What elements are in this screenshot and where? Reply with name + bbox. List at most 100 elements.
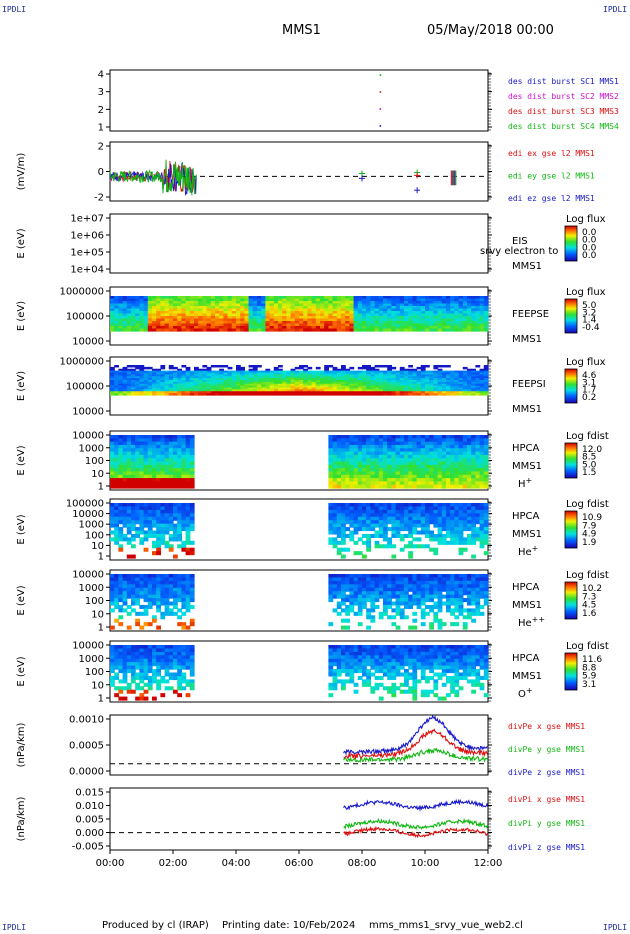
panel-p4-cell xyxy=(429,318,434,322)
panel-p8-cell xyxy=(349,577,355,582)
panel-p5-cell xyxy=(467,370,472,374)
panel-p7-cell xyxy=(395,513,401,518)
panel-p4-cell xyxy=(336,318,342,322)
panel-p7-cell xyxy=(147,533,153,538)
panel-p6-cell xyxy=(370,438,376,443)
panel-p5-cell xyxy=(131,380,136,383)
panel-p4-cell xyxy=(366,303,371,307)
panel-p4-cell xyxy=(248,313,254,317)
panel-p5-cell xyxy=(383,393,388,396)
panel-p8-cell xyxy=(185,594,191,599)
panel-p5-cell xyxy=(194,374,199,377)
panel-p7-cell xyxy=(462,506,468,511)
panel-p6-cell xyxy=(173,468,178,473)
panel-p5-cell xyxy=(164,393,170,396)
panel-p6-cell xyxy=(139,464,145,469)
panel-p5-cell xyxy=(324,385,329,389)
panel-p8-cell xyxy=(147,577,153,582)
panel-p5-cell xyxy=(219,383,224,387)
panel-p5-cell xyxy=(446,389,451,392)
panel-p6-cell xyxy=(357,444,363,449)
panel-p6-cell xyxy=(391,461,397,466)
panel-p5-cell xyxy=(114,391,119,394)
panel-p7-cell xyxy=(332,506,338,511)
panel-p4-cell xyxy=(139,303,145,307)
panel-p4-cell xyxy=(114,326,119,330)
panel-p5-colorbar-title: Log flux xyxy=(566,357,606,368)
panel-p5-cell xyxy=(252,383,258,387)
panel-p5-cell xyxy=(156,380,161,383)
panel-p5-cell xyxy=(307,387,313,390)
panel-p5-cell xyxy=(252,380,258,383)
panel-p4-cell xyxy=(416,298,422,302)
panel-p5-cell xyxy=(399,389,405,392)
panel-p4-cell xyxy=(341,301,346,305)
panel-p4-cell xyxy=(152,303,157,307)
panel-p8-cell xyxy=(147,604,153,609)
panel-p7-cell xyxy=(168,509,174,514)
panel-p6-cell xyxy=(160,458,166,463)
panel-p6-cell xyxy=(425,461,430,466)
panel-p5-cell xyxy=(467,391,472,394)
panel-p8-cell xyxy=(345,577,350,582)
panel-p4-cell xyxy=(219,313,224,317)
panel-p7-cell xyxy=(437,516,443,521)
panel-p4-cell xyxy=(236,318,241,322)
panel-p6-cell xyxy=(349,441,355,446)
panel-p7-cell xyxy=(131,506,136,511)
panel-p5-cell xyxy=(412,393,418,396)
panel-p7-cell xyxy=(433,509,439,514)
panel-p7-cell xyxy=(408,554,413,559)
panel-p8-cell xyxy=(416,594,422,599)
panel-p7-cell xyxy=(189,540,195,545)
panel-p6-cell xyxy=(374,454,380,459)
panel-p5-cell xyxy=(391,366,397,370)
panel-p7-cell xyxy=(412,530,418,535)
panel-p5-cell xyxy=(349,374,355,377)
panel-p7-cell xyxy=(341,520,346,525)
panel-p7-cell xyxy=(152,509,157,514)
panel-p5-cell xyxy=(160,365,166,368)
panel-p4-cell xyxy=(248,326,254,330)
panel-p4-cell xyxy=(185,328,191,332)
panel-p4-cell xyxy=(362,328,367,332)
panel-p4-cell xyxy=(349,326,355,330)
panel-p4-cell xyxy=(278,311,283,315)
panel-p4-cell xyxy=(378,328,384,332)
panel-p5-cell xyxy=(479,376,485,379)
panel-p5-cell xyxy=(341,385,346,389)
panel-p5-cell xyxy=(315,370,321,374)
panel-p5-cell xyxy=(370,376,376,379)
panel-p7-cell xyxy=(483,516,489,521)
panel-p5-cell xyxy=(320,374,325,377)
panel-p5-cell xyxy=(265,383,271,387)
panel-p7-cell xyxy=(479,540,485,545)
panel-p4-cell xyxy=(454,296,460,300)
panel-p5-cell xyxy=(475,376,481,379)
panel-p5-cell xyxy=(336,383,342,387)
panel-p5-cell xyxy=(303,378,308,381)
panel-p4-cell xyxy=(467,326,472,330)
panel-p5-cell xyxy=(303,368,308,372)
panel-p6-cell xyxy=(341,464,346,469)
panel-p8-cell xyxy=(164,601,170,606)
panel-p7-cell xyxy=(425,509,430,514)
panel-p5-cell xyxy=(236,374,241,377)
panel-p7-cell xyxy=(479,530,485,535)
panel-p5-cell xyxy=(139,391,145,394)
panel-p4-cell xyxy=(307,298,313,302)
panel-p4-cell xyxy=(370,306,376,310)
panel-p8-cell xyxy=(429,574,434,579)
panel-p6-cell xyxy=(450,438,455,443)
panel-p7-cell xyxy=(446,513,451,518)
panel-p7-cell xyxy=(177,513,182,518)
panel-p8-cell xyxy=(135,584,140,589)
panel-p6-cell xyxy=(420,461,426,466)
panel-p7-cell xyxy=(479,544,485,549)
panel-p4-cell xyxy=(257,306,262,310)
panel-p4-cell xyxy=(168,303,174,307)
panel-p5-cell xyxy=(353,391,359,394)
panel-p5-cell xyxy=(131,374,136,377)
panel-p5-cell xyxy=(290,372,296,375)
panel-p5-cell xyxy=(278,374,283,377)
